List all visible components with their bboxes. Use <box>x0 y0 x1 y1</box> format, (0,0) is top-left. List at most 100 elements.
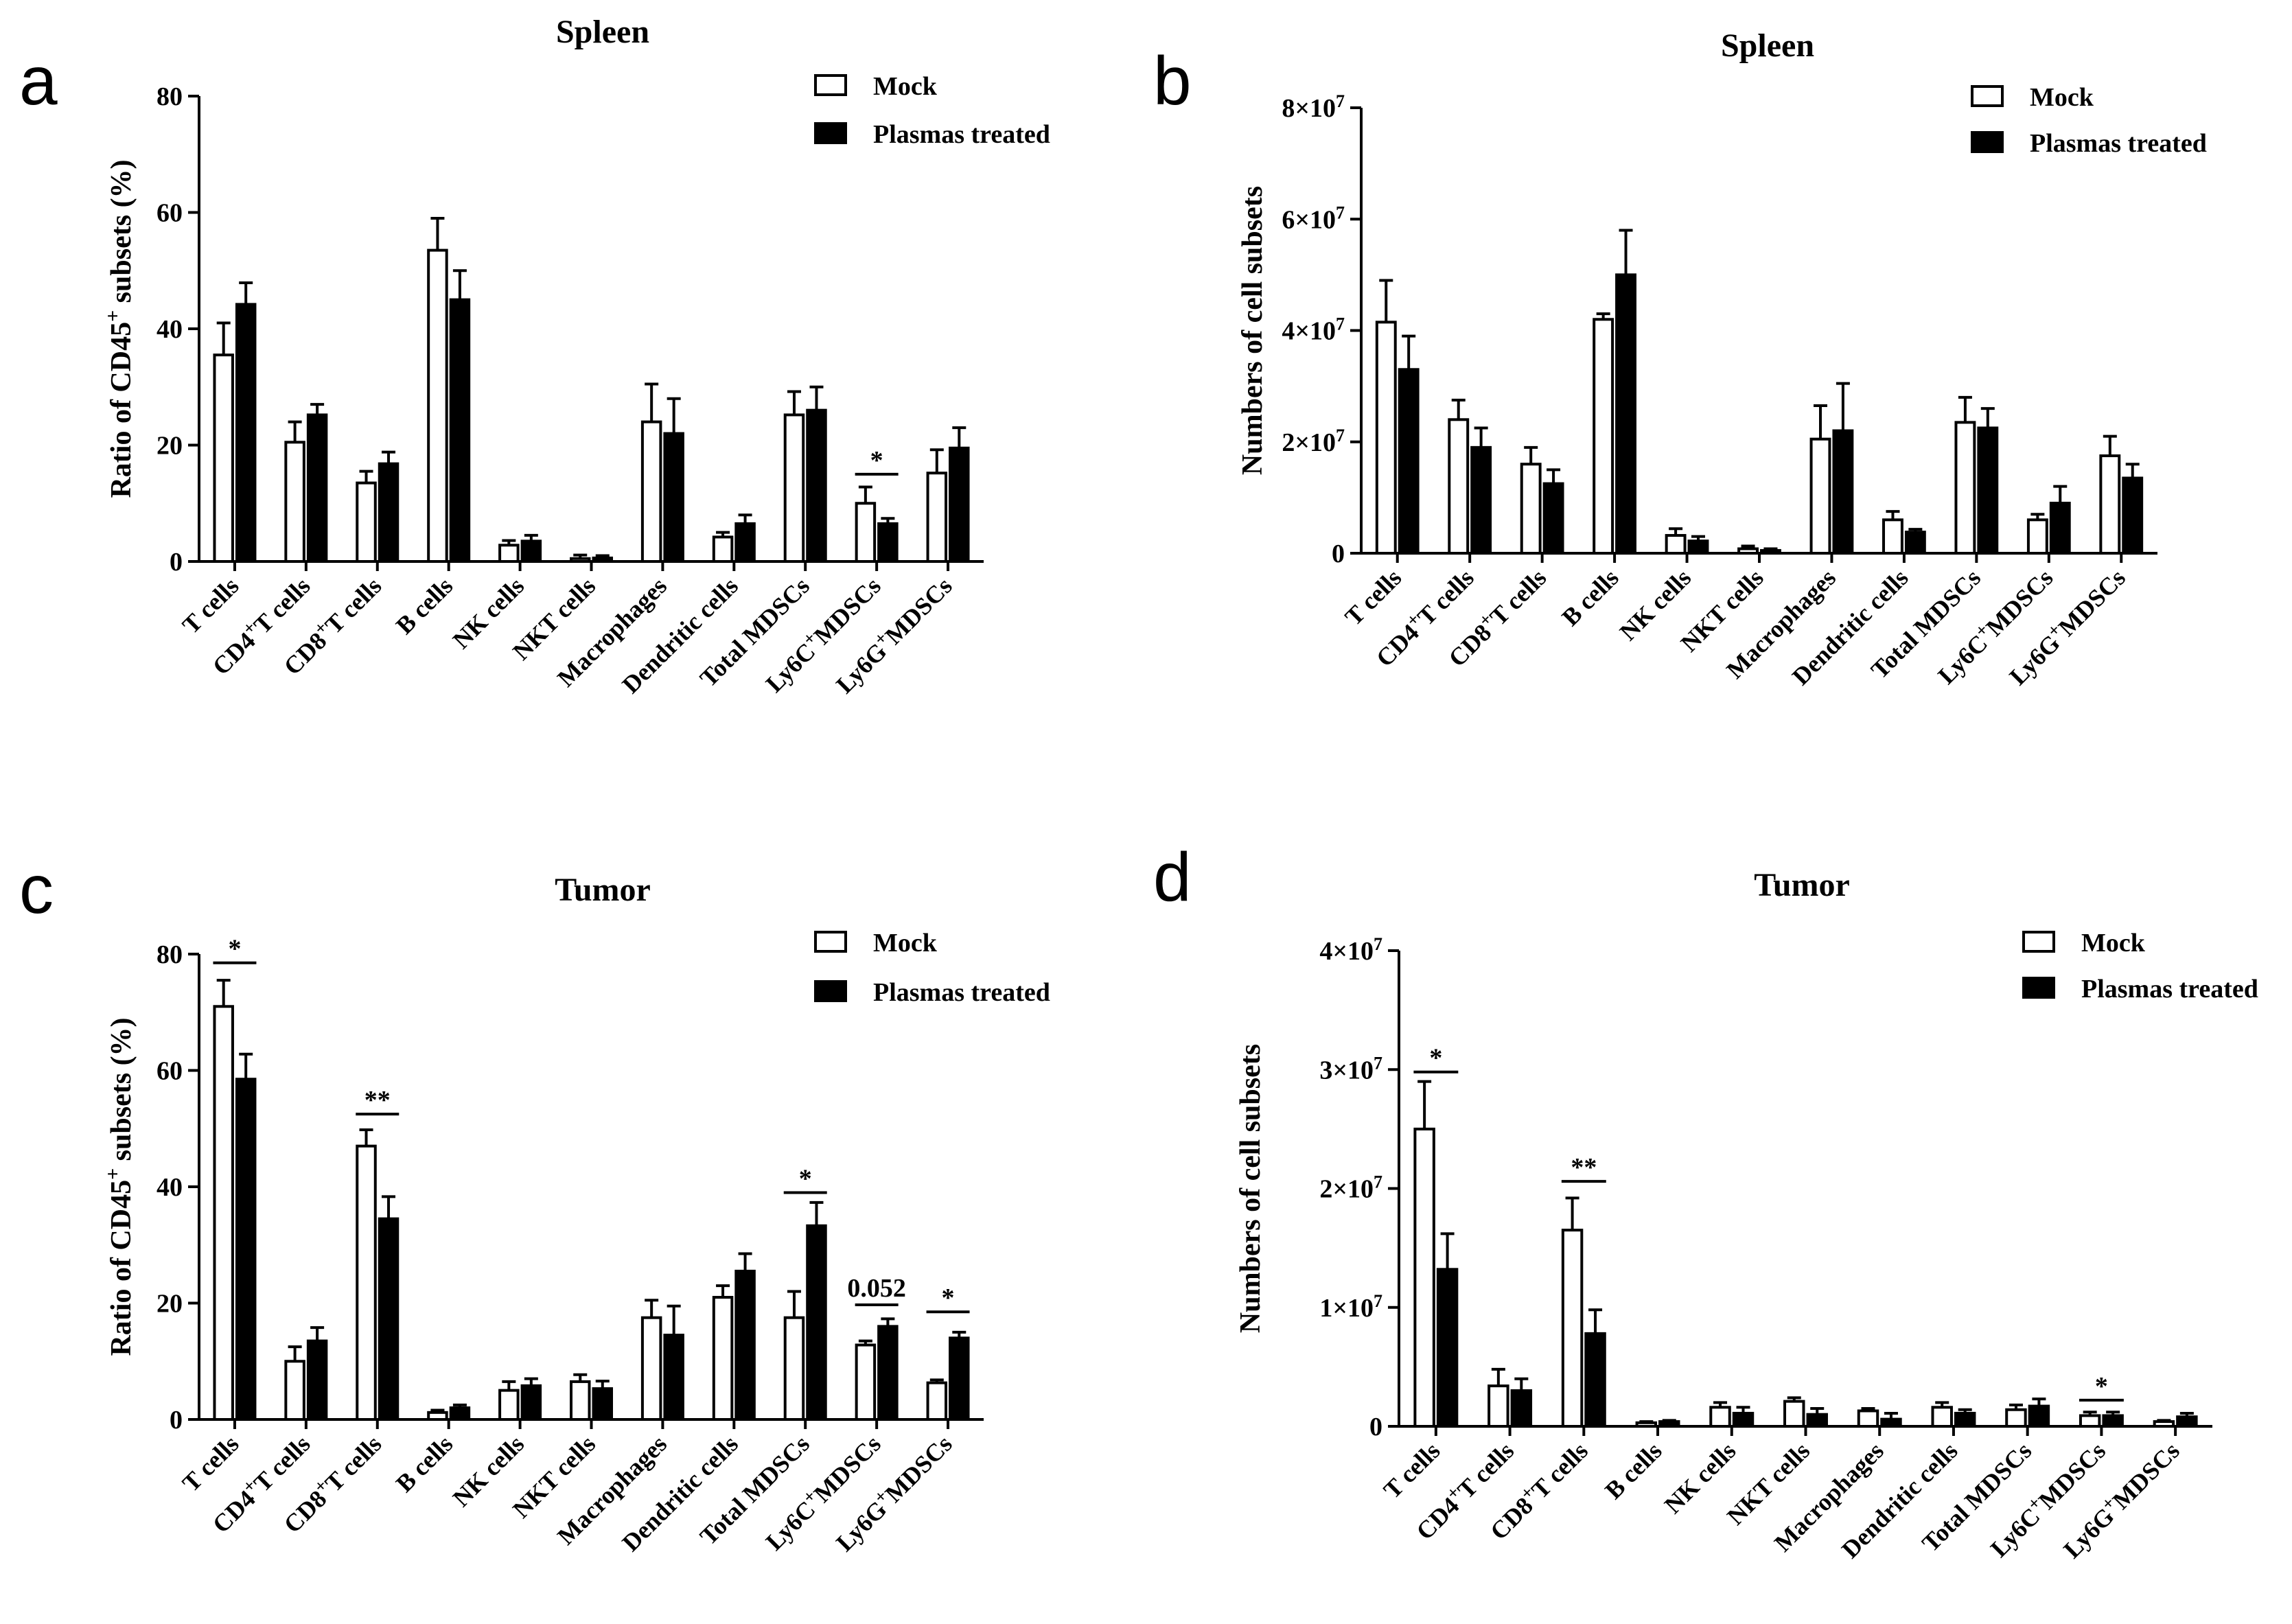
significance-label: * <box>942 1284 955 1312</box>
y-tick-label: 40 <box>157 1173 183 1202</box>
bar-plasmas-treated <box>449 1406 471 1422</box>
bar-plasmas-treated <box>1977 426 1999 555</box>
bar-plasmas-treated <box>592 556 613 563</box>
bar-mock <box>1857 1409 1879 1428</box>
y-tick-label: 40 <box>157 315 183 344</box>
bar-plasmas-treated <box>520 1384 542 1421</box>
y-tick-label: 60 <box>157 1057 183 1086</box>
bar-mock <box>356 1144 377 1422</box>
bar-mock <box>1709 1406 1731 1428</box>
bar-mock <box>2026 518 2048 555</box>
legend-swatch-plasmas-treated <box>814 980 847 1002</box>
legend-label: Mock <box>873 929 938 958</box>
bar-plasmas-treated <box>1658 1420 1680 1428</box>
bar-plasmas-treated <box>449 298 471 563</box>
bar-mock <box>712 1296 734 1422</box>
y-tick-label: 4×107 <box>1282 314 1345 346</box>
bar-plasmas-treated <box>1732 1411 1755 1428</box>
bar-plasmas-treated <box>1510 1389 1533 1428</box>
bar-mock <box>1954 421 1976 555</box>
bar-plasmas-treated <box>2049 501 2071 555</box>
y-tick-label: 0 <box>1369 1413 1382 1441</box>
x-tick-label: T cells <box>1340 564 1407 631</box>
bar-mock <box>427 248 448 563</box>
y-tick-label: 0 <box>1332 540 1345 568</box>
y-axis-label: Ratio of CD45+ subsets (%) <box>102 1017 138 1356</box>
legend-label: Mock <box>2081 929 2146 958</box>
bar-plasmas-treated <box>306 413 328 563</box>
legend-swatch-mock <box>814 74 847 96</box>
bar-mock <box>213 353 234 563</box>
bar-mock <box>1520 463 1542 555</box>
bar-plasmas-treated <box>1760 548 1781 555</box>
bar-plasmas-treated <box>378 462 400 563</box>
x-tick-label: Ly6G+MDSCs <box>2002 561 2131 690</box>
bar-mock <box>570 1380 591 1421</box>
bar-mock <box>1665 534 1687 555</box>
x-tick-label: Ly6G+MDSCs <box>828 569 957 698</box>
bar-plasmas-treated <box>1806 1413 1828 1428</box>
panel-letter: d <box>1153 839 1192 916</box>
bar-plasmas-treated <box>1470 445 1492 555</box>
bar-mock <box>783 1316 805 1421</box>
bar-mock <box>498 1389 520 1421</box>
legend-label: Plasmas treated <box>873 978 1050 1007</box>
bar-mock <box>855 1343 877 1422</box>
chart-title: Tumor <box>1754 867 1850 903</box>
bar-mock <box>926 1381 948 1422</box>
bar-plasmas-treated <box>1436 1268 1459 1428</box>
bar-plasmas-treated <box>806 408 827 564</box>
y-tick-label: 2×107 <box>1319 1172 1382 1204</box>
chart-panel-c: c Tumor 0 20 40 60 80 Ratio of CD45+ subsets (%… <box>19 851 1050 1557</box>
bar-plasmas-treated <box>1880 1417 1902 1428</box>
significance-label: * <box>228 935 241 964</box>
panel-letter: c <box>19 851 54 928</box>
legend-swatch-plasmas-treated <box>814 122 847 144</box>
bar-plasmas-treated <box>949 1336 970 1421</box>
y-tick-label: 6×107 <box>1282 202 1345 235</box>
x-tick-label: T cells <box>177 1430 244 1497</box>
bar-mock <box>1931 1406 1953 1428</box>
legend-swatch-plasmas-treated <box>1971 131 2004 153</box>
bar-mock <box>1448 418 1470 555</box>
bar-plasmas-treated <box>306 1339 328 1422</box>
bar-plasmas-treated <box>2176 1415 2198 1428</box>
bar-mock <box>855 502 877 563</box>
bar-plasmas-treated <box>734 522 756 563</box>
y-axis-label: Numbers of cell subsets <box>1237 186 1269 475</box>
y-tick-label: 4×107 <box>1319 934 1382 966</box>
y-tick-label: 80 <box>157 940 183 969</box>
legend-label: Plasmas treated <box>873 120 1050 149</box>
bar-plasmas-treated <box>734 1269 756 1421</box>
bar-mock <box>284 441 305 564</box>
y-tick-label: 8×107 <box>1282 91 1345 124</box>
y-tick-label: 0 <box>170 1406 183 1435</box>
bar-mock <box>1413 1127 1435 1428</box>
x-tick-label: T cells <box>177 572 244 639</box>
bar-plasmas-treated <box>1904 531 1926 555</box>
bar-mock <box>213 1005 234 1421</box>
bar-mock <box>570 557 591 564</box>
legend-swatch-mock <box>2022 931 2055 953</box>
bar-plasmas-treated <box>663 1334 684 1422</box>
significance-label: * <box>2095 1372 2108 1401</box>
significance-label: ** <box>364 1086 391 1115</box>
significance-label: * <box>870 446 883 475</box>
bar-plasmas-treated <box>2028 1404 2050 1428</box>
bar-mock <box>1737 547 1759 555</box>
bar-plasmas-treated <box>1832 429 1854 555</box>
y-tick-label: 2×107 <box>1282 425 1345 457</box>
y-tick-label: 20 <box>157 432 183 461</box>
bar-plasmas-treated <box>1398 368 1420 555</box>
bar-plasmas-treated <box>592 1387 613 1422</box>
bar-plasmas-treated <box>806 1224 827 1421</box>
legend-swatch-plasmas-treated <box>2022 977 2055 999</box>
bar-plasmas-treated <box>663 432 684 563</box>
x-tick-label: B cells <box>391 1430 458 1497</box>
legend-label: Plasmas treated <box>2081 975 2258 1004</box>
bar-plasmas-treated <box>378 1217 400 1422</box>
bar-plasmas-treated <box>2122 476 2144 555</box>
bar-mock <box>1488 1384 1509 1428</box>
y-axis-label: Numbers of cell subsets <box>1235 1044 1266 1333</box>
